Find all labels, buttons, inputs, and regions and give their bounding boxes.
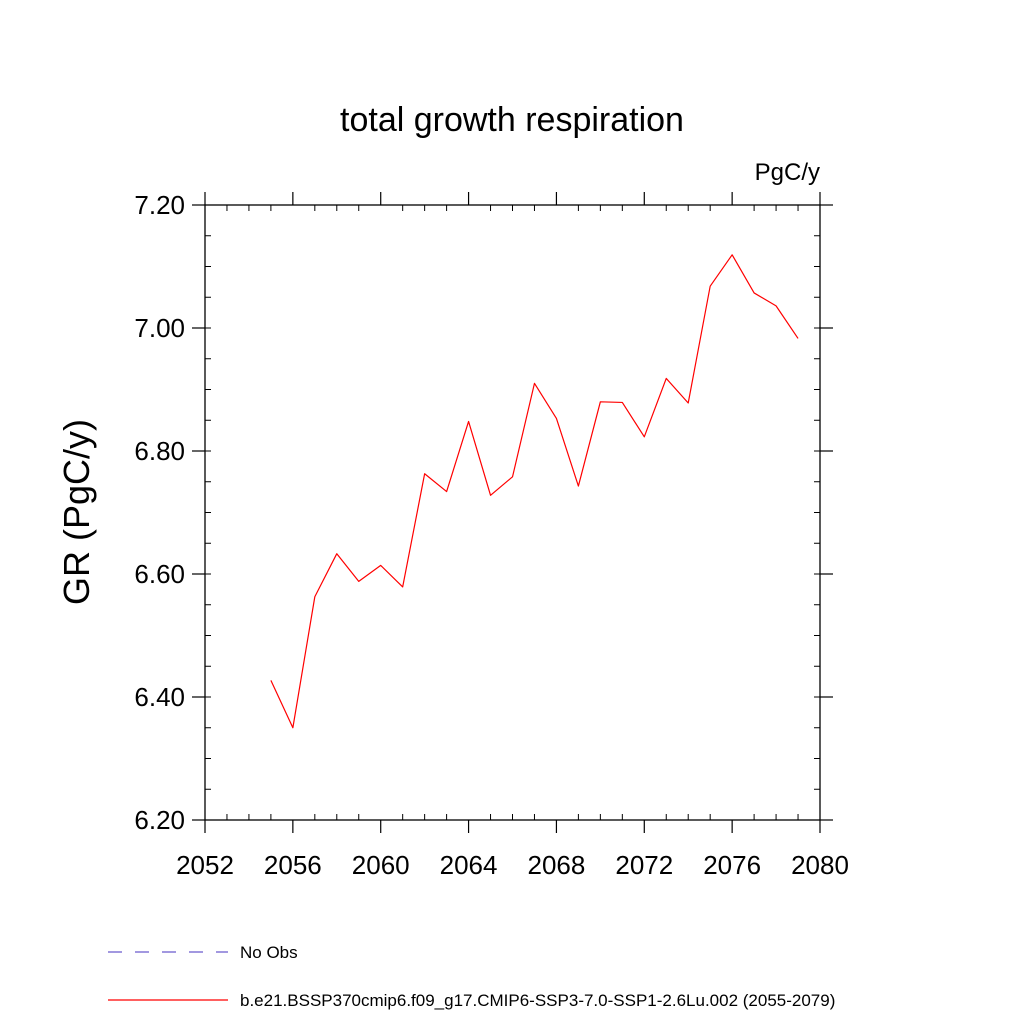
legend-label-no-obs: No Obs	[240, 943, 298, 962]
legend: No Obs b.e21.BSSP370cmip6.f09_g17.CMIP6-…	[108, 943, 835, 1010]
legend-label-series: b.e21.BSSP370cmip6.f09_g17.CMIP6-SSP3-7.…	[240, 991, 835, 1010]
series-layer	[270, 254, 799, 729]
x-tick-label: 2064	[440, 850, 498, 880]
x-tick-label: 2056	[264, 850, 322, 880]
x-axis-tick-labels: 2052 2056 2060 2064 2068 2072 2076 2080	[176, 850, 849, 880]
y-tick-label: 7.20	[134, 190, 185, 220]
x-tick-label: 2076	[703, 850, 761, 880]
y-tick-label: 6.60	[134, 559, 185, 589]
y-tick-label: 6.40	[134, 682, 185, 712]
x-tick-label: 2068	[528, 850, 586, 880]
series-line-0	[270, 254, 799, 729]
y-axis-label: GR (PgC/y)	[56, 419, 97, 605]
units-label: PgC/y	[755, 159, 820, 186]
y-axis-tick-labels: 6.20 6.40 6.60 6.80 7.00 7.20	[134, 190, 185, 835]
y-axis-ticks	[192, 204, 833, 821]
x-axis-ticks	[204, 192, 821, 833]
x-tick-label: 2060	[352, 850, 410, 880]
plot-frame	[204, 204, 821, 821]
x-tick-label: 2080	[791, 850, 849, 880]
x-tick-label: 2052	[176, 850, 234, 880]
x-tick-label: 2072	[615, 850, 673, 880]
y-tick-label: 7.00	[134, 313, 185, 343]
y-tick-label: 6.80	[134, 436, 185, 466]
y-tick-label: 6.20	[134, 805, 185, 835]
chart-title: total growth respiration	[340, 101, 684, 139]
